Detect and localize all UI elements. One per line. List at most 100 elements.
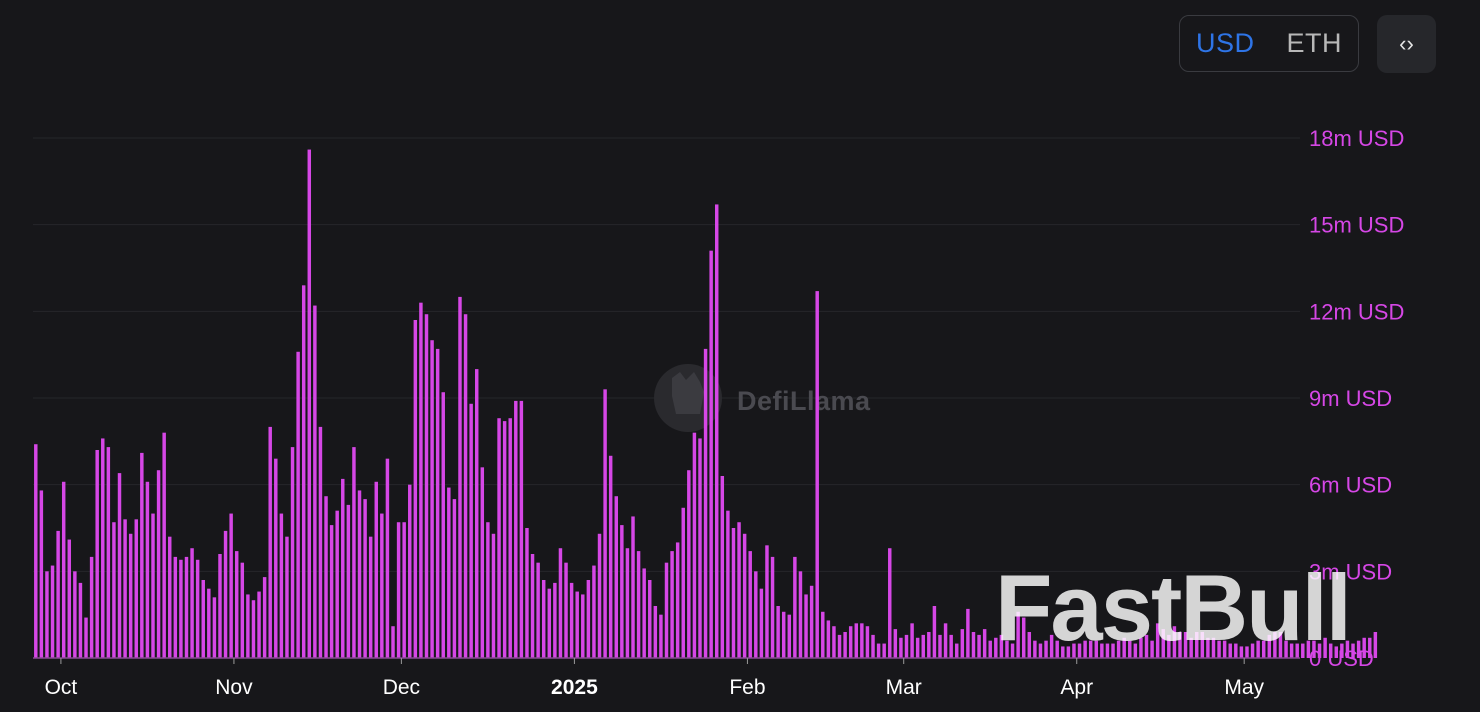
bar[interactable] <box>435 348 440 658</box>
bar[interactable] <box>793 556 797 658</box>
bar[interactable] <box>547 588 552 658</box>
bar[interactable] <box>848 626 853 658</box>
bar[interactable] <box>1222 640 1227 658</box>
bar[interactable] <box>631 516 635 658</box>
bar[interactable] <box>798 571 803 658</box>
bar[interactable] <box>140 452 144 658</box>
bar[interactable] <box>1155 623 1160 658</box>
bar[interactable] <box>664 562 669 658</box>
bar[interactable] <box>597 533 602 658</box>
bar[interactable] <box>1273 632 1277 658</box>
bar[interactable] <box>1289 643 1294 658</box>
bar[interactable] <box>402 522 406 658</box>
bar[interactable] <box>737 522 741 658</box>
bar[interactable] <box>742 533 747 658</box>
bar[interactable] <box>307 149 312 658</box>
bar[interactable] <box>1340 643 1344 658</box>
bar[interactable] <box>469 403 473 658</box>
bar[interactable] <box>804 594 808 658</box>
bar[interactable] <box>502 421 507 658</box>
bar[interactable] <box>994 637 998 658</box>
bar[interactable] <box>363 499 367 658</box>
bar[interactable] <box>84 617 88 658</box>
bar[interactable] <box>179 559 183 658</box>
bar[interactable] <box>117 473 122 658</box>
bar[interactable] <box>335 510 339 658</box>
bar[interactable] <box>709 250 713 659</box>
bar[interactable] <box>854 623 858 658</box>
bar[interactable] <box>419 302 423 658</box>
bar[interactable] <box>614 496 618 658</box>
bar[interactable] <box>341 478 345 658</box>
bar[interactable] <box>184 556 189 658</box>
bar[interactable] <box>1172 626 1177 658</box>
bar[interactable] <box>318 426 323 658</box>
bar[interactable] <box>1122 637 1126 658</box>
bar[interactable] <box>910 623 914 658</box>
bar[interactable] <box>290 447 295 658</box>
bar[interactable] <box>1105 643 1110 658</box>
bar[interactable] <box>809 585 814 658</box>
bar[interactable] <box>67 539 72 658</box>
bar[interactable] <box>1312 640 1316 658</box>
bar[interactable] <box>508 418 512 658</box>
bar[interactable] <box>949 634 953 658</box>
bar[interactable] <box>1021 617 1026 658</box>
bar[interactable] <box>408 484 412 658</box>
bar[interactable] <box>223 530 228 658</box>
bar[interactable] <box>988 640 992 658</box>
bar[interactable] <box>1072 643 1076 658</box>
bar[interactable] <box>1217 640 1221 658</box>
bar[interactable] <box>229 513 233 658</box>
bar[interactable] <box>385 458 390 658</box>
bar[interactable] <box>1256 640 1260 658</box>
bar[interactable] <box>61 481 66 658</box>
bar[interactable] <box>1239 646 1244 658</box>
eth-toggle-button[interactable]: ETH <box>1286 28 1342 58</box>
bar[interactable] <box>776 606 780 658</box>
bar[interactable] <box>1150 640 1154 658</box>
bar[interactable] <box>703 348 708 658</box>
bar[interactable] <box>1317 643 1322 658</box>
bar[interactable] <box>296 351 300 658</box>
bar[interactable] <box>1284 640 1288 658</box>
bar[interactable] <box>888 548 892 658</box>
bar[interactable] <box>731 528 736 658</box>
bar[interactable] <box>497 418 501 658</box>
bar[interactable] <box>1016 611 1020 658</box>
bar[interactable] <box>352 447 356 658</box>
bar[interactable] <box>207 588 211 658</box>
bar[interactable] <box>1334 646 1339 658</box>
bar[interactable] <box>982 629 987 658</box>
bar[interactable] <box>636 551 641 658</box>
bar[interactable] <box>648 580 652 658</box>
bar[interactable] <box>234 551 239 658</box>
bar[interactable] <box>1116 640 1121 658</box>
bar[interactable] <box>653 606 658 658</box>
bar[interactable] <box>893 629 898 658</box>
bar[interactable] <box>458 296 462 658</box>
bar[interactable] <box>787 614 792 658</box>
bar[interactable] <box>430 340 434 658</box>
bar[interactable] <box>955 643 959 658</box>
bar[interactable] <box>514 400 518 658</box>
bar[interactable] <box>145 481 150 658</box>
bar[interactable] <box>329 525 334 658</box>
bar[interactable] <box>943 623 948 658</box>
bar[interactable] <box>1278 632 1283 658</box>
bar[interactable] <box>726 510 730 658</box>
bar[interactable] <box>1083 640 1087 658</box>
bar[interactable] <box>1005 640 1009 658</box>
bar[interactable] <box>1139 637 1143 658</box>
bar[interactable] <box>860 623 864 658</box>
bar[interactable] <box>173 556 178 658</box>
bar[interactable] <box>134 519 138 658</box>
bar[interactable] <box>1178 632 1182 658</box>
bar[interactable] <box>882 643 886 658</box>
bar[interactable] <box>999 634 1004 658</box>
bar[interactable] <box>525 528 529 658</box>
bar[interactable] <box>1368 637 1372 658</box>
bar[interactable] <box>569 582 574 658</box>
bar[interactable] <box>1301 643 1305 658</box>
bar[interactable] <box>1066 646 1071 658</box>
